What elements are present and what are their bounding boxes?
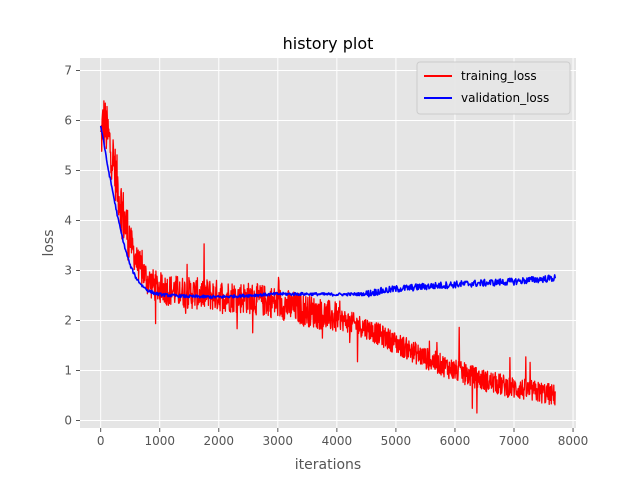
series-line-validation_loss: [99, 125, 557, 299]
y-tick-label: 5: [64, 164, 72, 178]
legend-label: training_loss: [461, 69, 537, 83]
y-tick-label: 2: [64, 314, 72, 328]
x-tick-label: 5000: [381, 434, 412, 448]
y-tick-label: 1: [64, 364, 72, 378]
x-tick-label: 3000: [263, 434, 294, 448]
y-axis-ticks: 0 1 2 3 4 5 6 7: [64, 64, 80, 428]
x-tick-label: 1000: [144, 434, 175, 448]
plot-area: [80, 58, 576, 428]
y-tick-label: 4: [64, 214, 72, 228]
y-axis-label: loss: [41, 229, 57, 256]
x-axis-ticks: 0 1000 2000 3000 4000 5000 6000 7000 8000: [97, 428, 588, 448]
legend-label: validation_loss: [461, 91, 549, 105]
y-tick-label: 6: [64, 114, 72, 128]
x-tick-label: 0: [97, 434, 105, 448]
x-tick-label: 8000: [558, 434, 589, 448]
series-layer: [99, 100, 557, 414]
legend-box: [416, 61, 571, 115]
y-tick-label: 7: [64, 64, 72, 78]
x-tick-label: 6000: [440, 434, 471, 448]
series-line-training_loss: [100, 100, 556, 414]
x-tick-label: 2000: [203, 434, 234, 448]
legend: training_loss validation_loss: [416, 61, 571, 115]
y-tick-label: 3: [64, 264, 72, 278]
x-tick-label: 7000: [499, 434, 530, 448]
x-tick-label: 4000: [322, 434, 353, 448]
x-axis-label: iterations: [295, 457, 361, 473]
y-tick-label: 0: [64, 414, 72, 428]
chart-title: history plot: [283, 34, 374, 53]
